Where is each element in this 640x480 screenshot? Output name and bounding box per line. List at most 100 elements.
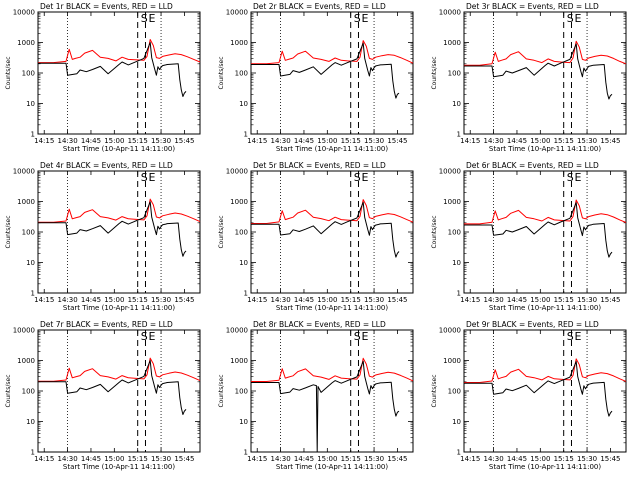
x-tick-label: 14:15 — [247, 137, 267, 145]
y-tick-label: 100 — [448, 229, 461, 237]
panel-det-1r: Det 1r BLACK = Events, RED = LLD 1 10 100 10… — [5, 2, 201, 153]
x-tick-label: 14:30 — [271, 137, 291, 145]
x-tick-label: 15:45 — [387, 296, 407, 304]
y-tick-label: 1000 — [17, 357, 35, 365]
x-tick-label: 15:15 — [341, 296, 361, 304]
x-axis-label: Start Time (10-Apr-11 14:11:00) — [489, 304, 601, 312]
x-tick-label: 15:30 — [577, 137, 597, 145]
start-marker-label: S — [354, 171, 361, 184]
x-tick-label: 15:00 — [317, 455, 337, 463]
x-tick-label: 15:00 — [317, 296, 337, 304]
x-tick-label: 15:30 — [151, 137, 171, 145]
x-tick-label: 14:15 — [34, 296, 54, 304]
x-tick-label: 15:00 — [317, 137, 337, 145]
panel-title: Det 5r BLACK = Events, RED = LLD — [253, 161, 386, 170]
y-tick-label: 1 — [244, 449, 248, 457]
y-tick-label: 10 — [26, 100, 35, 108]
y-tick-label: 1 — [457, 131, 461, 139]
lld-series-line — [251, 40, 414, 65]
x-tick-label: 15:00 — [530, 296, 550, 304]
x-tick-label: 15:30 — [151, 296, 171, 304]
plot-frame — [37, 11, 201, 135]
x-tick-label: 15:15 — [554, 455, 574, 463]
events-series-line — [38, 42, 187, 97]
y-axis-label: Counts/sec — [5, 215, 12, 248]
y-tick-label: 1 — [31, 131, 35, 139]
panel-title: Det 7r BLACK = Events, RED = LLD — [40, 320, 173, 329]
y-tick-label: 1 — [457, 290, 461, 298]
x-tick-label: 14:15 — [247, 455, 267, 463]
x-tick-label: 14:45 — [507, 455, 527, 463]
y-axis-label: Counts/sec — [5, 374, 12, 407]
x-tick-label: 15:30 — [364, 137, 384, 145]
x-tick-label: 14:15 — [460, 296, 480, 304]
y-axis-label: Counts/sec — [431, 56, 438, 89]
events-series-line — [464, 202, 613, 258]
x-tick-label: 15:15 — [341, 137, 361, 145]
end-marker-label: E — [361, 330, 368, 343]
x-axis-label: Start Time (10-Apr-11 14:11:00) — [63, 463, 175, 471]
lld-series-line — [464, 358, 627, 383]
x-tick-label: 15:45 — [174, 296, 194, 304]
panel-det-9r: Det 9r BLACK = Events, RED = LLD 1 10 100 10… — [431, 320, 627, 471]
x-tick-label: 14:30 — [271, 455, 291, 463]
panel-title: Det 9r BLACK = Events, RED = LLD — [466, 320, 599, 329]
panel-title: Det 3r BLACK = Events, RED = LLD — [466, 2, 599, 11]
x-tick-label: 15:15 — [128, 137, 148, 145]
start-marker-label: S — [141, 171, 148, 184]
x-axis-label: Start Time (10-Apr-11 14:11:00) — [63, 304, 175, 312]
y-tick-label: 100 — [235, 229, 248, 237]
y-tick-label: 1000 — [230, 198, 248, 206]
y-tick-label: 10 — [239, 418, 248, 426]
y-tick-label: 1000 — [443, 39, 461, 47]
x-tick-label: 14:15 — [34, 455, 54, 463]
y-axis-label: Counts/sec — [431, 374, 438, 407]
plot-frame — [463, 329, 627, 453]
events-series-line — [464, 43, 613, 100]
x-tick-label: 15:30 — [151, 455, 171, 463]
x-tick-label: 14:30 — [271, 296, 291, 304]
panel-det-8r: Det 8r BLACK = Events, RED = LLD 1 10 100 10… — [218, 320, 414, 471]
panel-title: Det 8r BLACK = Events, RED = LLD — [253, 320, 386, 329]
end-marker-label: E — [148, 330, 155, 343]
panel-title: Det 4r BLACK = Events, RED = LLD — [40, 161, 173, 170]
x-tick-label: 14:15 — [34, 137, 54, 145]
x-axis-label: Start Time (10-Apr-11 14:11:00) — [276, 463, 388, 471]
y-tick-label: 1 — [244, 290, 248, 298]
x-axis-label: Start Time (10-Apr-11 14:11:00) — [489, 145, 601, 153]
panel-title: Det 6r BLACK = Events, RED = LLD — [466, 161, 599, 170]
end-marker-label: E — [361, 12, 368, 25]
plot-frame — [463, 170, 627, 294]
x-tick-label: 14:45 — [507, 296, 527, 304]
x-tick-label: 14:45 — [294, 455, 314, 463]
x-axis-label: Start Time (10-Apr-11 14:11:00) — [276, 304, 388, 312]
x-tick-label: 14:30 — [484, 137, 504, 145]
x-tick-label: 14:30 — [58, 455, 78, 463]
events-series-line — [251, 42, 400, 99]
x-tick-label: 15:30 — [364, 455, 384, 463]
end-marker-label: E — [574, 171, 581, 184]
y-tick-label: 10 — [26, 259, 35, 267]
end-marker-label: E — [574, 12, 581, 25]
x-tick-label: 15:00 — [104, 137, 124, 145]
plot-frame — [250, 170, 414, 294]
panel-title: Det 2r BLACK = Events, RED = LLD — [253, 2, 386, 11]
y-tick-label: 10 — [239, 100, 248, 108]
plot-frame — [250, 11, 414, 135]
end-marker-label: E — [574, 330, 581, 343]
y-tick-label: 10 — [26, 418, 35, 426]
y-tick-label: 1 — [244, 131, 248, 139]
start-marker-label: S — [567, 12, 574, 25]
x-tick-label: 15:15 — [128, 455, 148, 463]
panel-det-4r: Det 4r BLACK = Events, RED = LLD 1 10 100 10… — [5, 161, 201, 312]
y-tick-label: 10000 — [439, 9, 461, 17]
x-tick-label: 14:15 — [247, 296, 267, 304]
lld-series-line — [464, 40, 627, 66]
start-marker-label: S — [354, 330, 361, 343]
x-axis-label: Start Time (10-Apr-11 14:11:00) — [276, 145, 388, 153]
plot-frame — [463, 11, 627, 135]
start-marker-label: S — [567, 171, 574, 184]
x-tick-label: 15:45 — [600, 137, 620, 145]
events-series-line — [464, 361, 613, 417]
y-tick-label: 10000 — [13, 9, 35, 17]
